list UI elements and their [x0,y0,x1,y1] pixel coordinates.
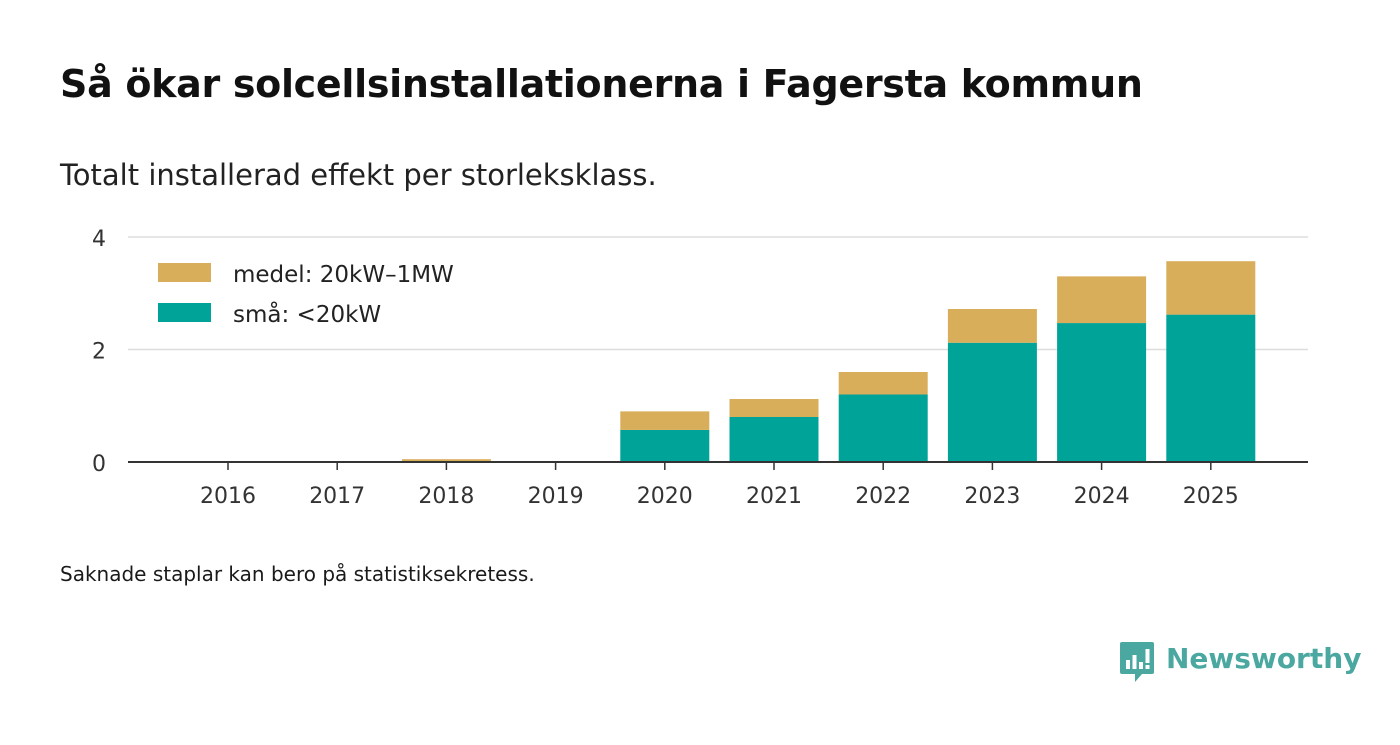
bar-chart-speech-bubble-icon [1120,642,1154,682]
bar-2025-series-0 [1166,314,1256,462]
bar-2022-series-0 [838,394,928,462]
legend-swatch-0 [158,263,211,282]
bar-2023-series-1 [947,309,1037,343]
stacked-bar-chart: 0 2 4 2016 2017 2018 2019 2020 2021 2022 2023 2024 2… [92,227,1308,509]
x-tick-label-2018: 2018 [418,484,474,509]
y-tick-label-0: 0 [92,452,106,477]
x-tick-label-2021: 2021 [746,484,802,509]
legend-label-0: medel: 20kW–1MW [233,262,454,288]
brand-name: Newsworthy [1166,642,1362,675]
x-tick-label-2017: 2017 [309,484,365,509]
bar-2025-series-1 [1166,261,1256,315]
x-tick-label-2016: 2016 [200,484,256,509]
bar-2020-series-1 [620,411,710,430]
legend-label-1: små: <20kW [233,300,381,328]
bar-2020-series-0 [620,429,710,462]
legend-swatch-1 [158,303,211,322]
chart-subtitle: Totalt installerad effekt per storlekskl… [60,158,657,192]
y-tick-label-4: 4 [92,227,106,252]
bar-2021-series-1 [729,399,819,417]
bar-2023-series-0 [947,342,1037,462]
x-tick-label-2022: 2022 [855,484,911,509]
x-tick-label-2020: 2020 [637,484,693,509]
bar-2022-series-1 [838,372,928,395]
bar-2021-series-0 [729,417,819,462]
x-tick-label-2019: 2019 [528,484,584,509]
bar-2024-series-1 [1057,276,1147,324]
bar-2024-series-0 [1057,323,1147,462]
brand-logo[interactable]: Newsworthy [1118,640,1361,686]
chart-title: Så ökar solcellsinstallationerna i Fager… [60,62,1143,106]
bar-2018-series-1 [401,459,491,462]
y-tick-label-2: 2 [92,340,106,365]
x-tick-label-2023: 2023 [964,484,1020,509]
footnote: Saknade staplar kan bero på statistiksek… [60,562,535,586]
x-tick-label-2025: 2025 [1183,484,1239,509]
x-tick-label-2024: 2024 [1074,484,1130,509]
